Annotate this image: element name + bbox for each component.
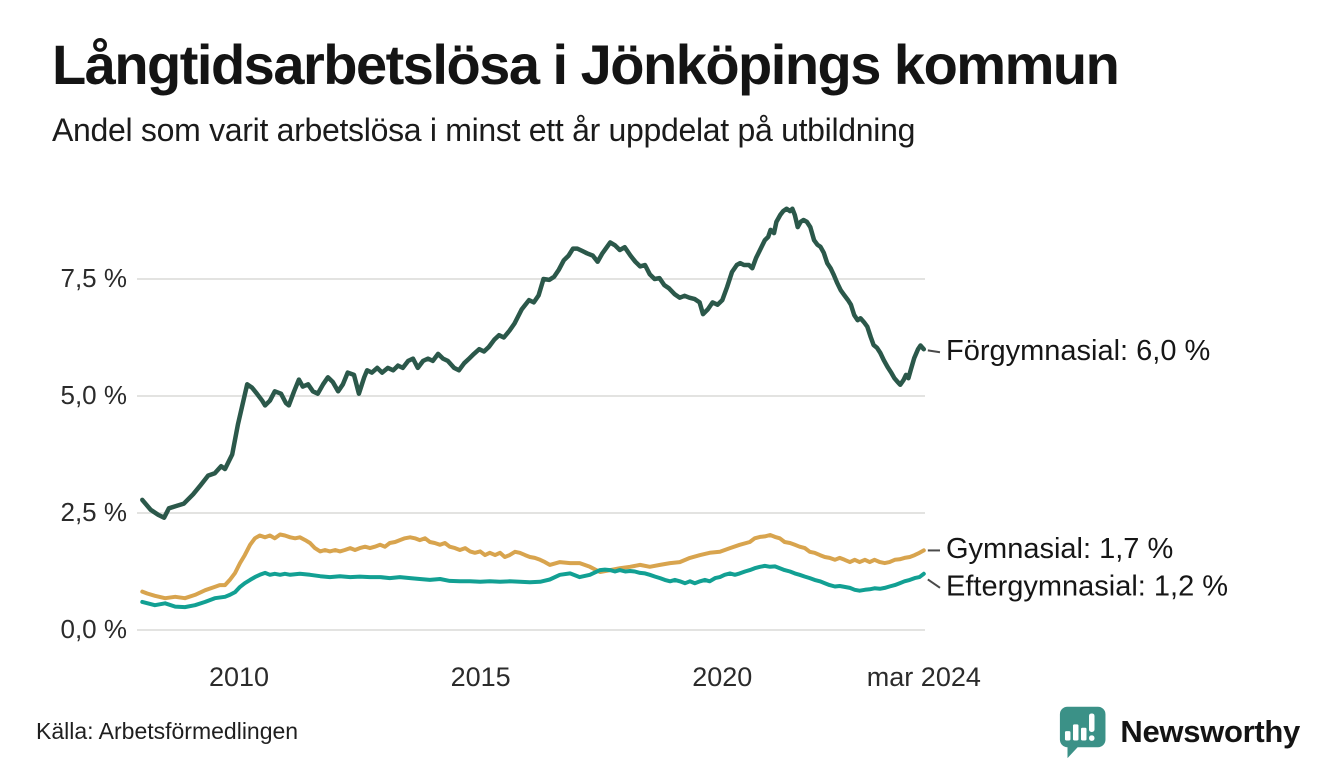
x-tick-label-2: 2020 bbox=[692, 662, 752, 692]
source-text: Källa: Arbetsförmedlingen bbox=[36, 718, 299, 744]
newsworthy-logo: Newsworthy bbox=[1054, 704, 1300, 760]
series-line-gymnasial bbox=[140, 532, 926, 601]
series-label-eftergymnasial: Eftergymnasial: 1,2 % bbox=[946, 570, 1228, 602]
series-line-eftergymnasial bbox=[140, 563, 926, 610]
newsworthy-logo-icon bbox=[1054, 704, 1108, 760]
series-connector-eftergymnasial bbox=[927, 578, 941, 589]
y-tick-label-0: 0,0 % bbox=[61, 614, 128, 644]
chart-subtitle: Andel som varit arbetslösa i minst ett å… bbox=[52, 111, 916, 148]
x-tick-label-1: 2015 bbox=[451, 662, 511, 692]
y-tick-label-2: 5,0 % bbox=[61, 380, 128, 410]
chart-title: Långtidsarbetslösa i Jönköpings kommun bbox=[52, 33, 1120, 96]
chart-header: Långtidsarbetslösa i Jönköpings kommun A… bbox=[52, 34, 1302, 149]
y-tick-label-1: 2,5 % bbox=[61, 497, 128, 527]
newsworthy-logo-text: Newsworthy bbox=[1120, 714, 1300, 749]
series-label-forgymnasial: Förgymnasial: 6,0 % bbox=[946, 335, 1210, 367]
series-connector-forgymnasial bbox=[927, 349, 941, 354]
series-line-forgymnasial bbox=[140, 206, 927, 520]
y-tick-label-3: 7,5 % bbox=[61, 263, 128, 293]
x-tick-label-0: 2010 bbox=[209, 662, 269, 692]
x-tick-label-3: mar 2024 bbox=[867, 662, 981, 692]
series-label-gymnasial: Gymnasial: 1,7 % bbox=[946, 533, 1173, 565]
